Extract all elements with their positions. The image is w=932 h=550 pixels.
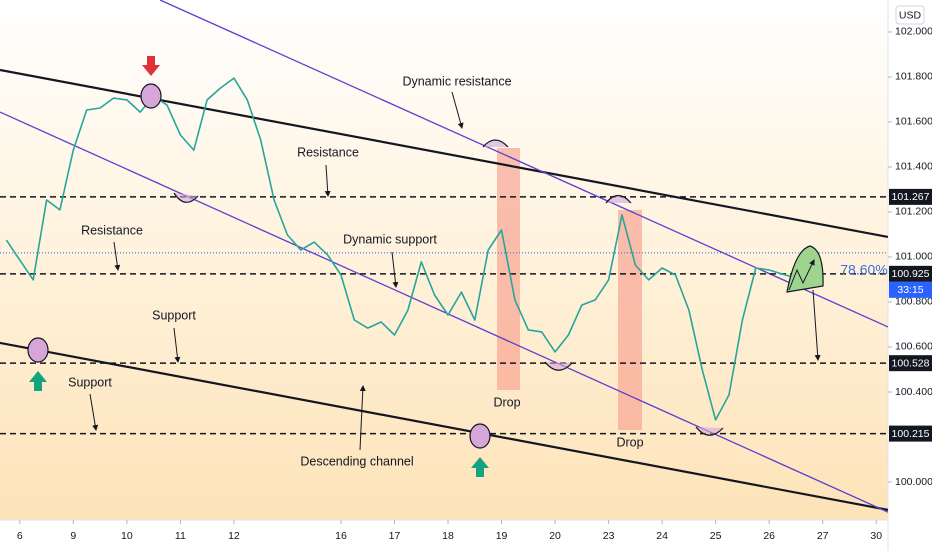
pointer <box>359 385 366 451</box>
projection-path <box>788 259 815 291</box>
x-tick-label: 20 <box>549 530 561 542</box>
touch-arc <box>695 426 724 436</box>
y-tick-label: 101.000 <box>895 251 932 263</box>
touch-circle <box>27 337 49 363</box>
y-tick-label: 100.000 <box>895 476 932 488</box>
annotation: Resistance <box>297 145 359 159</box>
y-tick-label: 101.800 <box>895 71 932 83</box>
touch-arc <box>482 139 509 148</box>
pointer <box>391 251 399 288</box>
price-series <box>5 77 797 421</box>
x-tick-label: 6 <box>17 530 23 542</box>
y-tick-label: 102.000 <box>895 26 932 38</box>
pointer <box>451 91 464 129</box>
trendline <box>0 111 888 513</box>
x-tick-label: 9 <box>70 530 76 542</box>
x-tick-label: 26 <box>763 530 775 542</box>
pointer <box>113 241 121 271</box>
x-tick-label: 12 <box>228 530 240 542</box>
x-tick-label: 10 <box>121 530 133 542</box>
projection-bubble <box>786 245 824 293</box>
trendline <box>0 341 888 511</box>
x-tick-label: 30 <box>870 530 882 542</box>
y-tick-label: 101.400 <box>895 161 932 173</box>
touch-circle <box>140 83 162 109</box>
level-tag <box>889 188 932 205</box>
touch-arc <box>544 361 573 371</box>
level-tag <box>889 355 932 372</box>
fib-label: 78.60% <box>840 262 887 278</box>
currency: USD <box>899 9 922 21</box>
touch-markers <box>27 83 724 449</box>
x-tick-label: 11 <box>175 530 186 542</box>
annotation: Dynamic resistance <box>402 74 511 88</box>
down-arrow <box>142 56 160 76</box>
y-tick-label: 101.200 <box>895 206 932 218</box>
level-label: 100.925 <box>892 268 930 280</box>
projection-arrow <box>812 289 821 361</box>
currency-box <box>895 5 925 25</box>
level-label: 100.215 <box>892 428 930 440</box>
x-tick-label: 27 <box>817 530 829 542</box>
countdown: 33:15 <box>897 284 923 296</box>
y-tick-label: 101.600 <box>895 116 932 128</box>
touch-circle <box>469 423 491 449</box>
touch-arc <box>173 192 199 203</box>
level-label: 100.528 <box>892 357 930 369</box>
y-tick-label: 100.600 <box>895 341 932 353</box>
time-axis <box>0 520 888 550</box>
countdown-tag <box>889 281 932 298</box>
x-tick-label: 19 <box>496 530 508 542</box>
pointer <box>173 327 181 363</box>
price-line <box>5 77 797 421</box>
up-arrow <box>471 457 489 477</box>
annotation: Support <box>68 375 112 389</box>
up-arrow <box>29 371 47 391</box>
level-tag <box>889 425 932 442</box>
axes: 100.000 100.400 100.600 100.800 101.000 101.2… <box>17 26 932 542</box>
touch-arc <box>605 194 632 204</box>
y-tick-label: 100.800 <box>895 296 932 308</box>
annotation: Descending channel <box>300 454 413 468</box>
x-tick-label: 25 <box>710 530 722 542</box>
annotation: Support <box>152 308 196 322</box>
x-tick-label: 24 <box>656 530 668 542</box>
x-tick-label: 16 <box>335 530 347 542</box>
x-tick-label: 18 <box>442 530 454 542</box>
level-label: 101.267 <box>892 191 930 203</box>
pointer <box>324 164 331 197</box>
annotation: Resistance <box>81 223 143 237</box>
annotation: Drop <box>493 395 520 409</box>
annotation: Drop <box>616 435 643 449</box>
annotation: Dynamic support <box>343 232 437 246</box>
pointer <box>89 393 99 431</box>
level-tag <box>889 265 932 282</box>
trendline <box>159 0 888 328</box>
x-tick-label: 17 <box>389 530 401 542</box>
y-tick-label: 100.400 <box>895 386 932 398</box>
x-tick-label: 23 <box>603 530 615 542</box>
